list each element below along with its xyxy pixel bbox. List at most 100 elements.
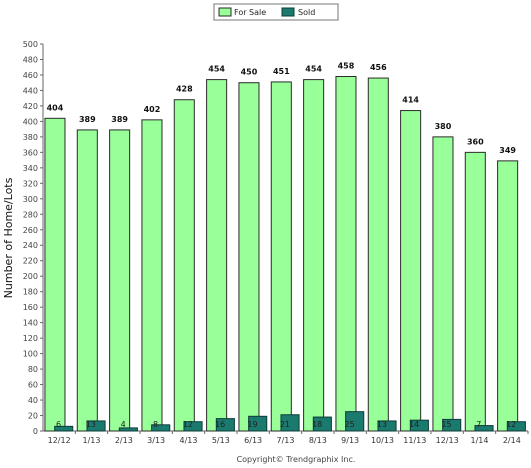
y-tick-label: 240 [23, 241, 38, 250]
sold-value-label: 16 [215, 420, 225, 429]
y-tick-label: 180 [23, 288, 38, 297]
for-sale-value-label: 450 [241, 68, 258, 77]
y-tick-label: 260 [23, 226, 38, 235]
sold-value-label: 12 [183, 420, 193, 429]
y-tick-label: 0 [33, 427, 38, 436]
sold-value-label: 15 [441, 420, 451, 429]
y-tick-label: 160 [23, 303, 38, 312]
sold-value-label: 13 [86, 420, 96, 429]
for-sale-bar [335, 76, 357, 432]
copyright-footer: Copyright© Trendgraphix Inc. [237, 455, 356, 464]
for-sale-value-label: 451 [273, 67, 290, 76]
y-tick-label: 40 [28, 396, 38, 405]
x-tick-label: 9/13 [341, 436, 359, 445]
x-tick-label: 2/13 [115, 436, 133, 445]
sold-value-label: 12 [506, 420, 516, 429]
sold-value-label: 18 [312, 420, 322, 429]
sold-bar [506, 421, 526, 432]
for-sale-bar [270, 81, 292, 432]
x-tick-label: 12/13 [436, 436, 459, 445]
y-tick-label: 320 [23, 179, 38, 188]
y-tick-label: 480 [23, 55, 38, 64]
sold-bar [345, 411, 365, 432]
sold-value-label: 21 [280, 420, 290, 429]
for-sale-value-label: 414 [402, 96, 419, 105]
for-sale-bar [206, 79, 228, 432]
for-sale-value-label: 402 [144, 105, 161, 114]
x-tick-label: 1/14 [471, 436, 489, 445]
x-tick-label: 1/13 [83, 436, 101, 445]
for-sale-value-label: 454 [305, 65, 322, 74]
sold-value-label: 13 [377, 420, 387, 429]
legend-box [213, 3, 339, 21]
sold-bar [280, 414, 300, 432]
sold-value-label: 4 [121, 420, 126, 429]
x-tick-label: 10/13 [371, 436, 394, 445]
sold-value-label: 7 [476, 420, 481, 429]
for-sale-bar [76, 129, 98, 432]
legend-label-sold: Sold [298, 8, 315, 17]
sold-value-label: 14 [409, 420, 419, 429]
y-axis: 0 20 40 60 80 100 120 140 160 180 200 220 240 260 280 3… [23, 40, 528, 436]
y-tick-label: 460 [23, 71, 38, 80]
x-tick-label: 5/13 [212, 436, 230, 445]
y-tick-label: 140 [23, 319, 38, 328]
sold-bar [312, 416, 332, 432]
sold-value-label: 6 [56, 420, 61, 429]
for-sale-value-label: 389 [111, 115, 128, 124]
for-sale-bar [400, 110, 422, 432]
for-sale-value-label: 454 [208, 65, 225, 74]
sold-bar [377, 420, 397, 432]
x-tick-label: 4/13 [180, 436, 198, 445]
sold-bar [474, 425, 494, 432]
sold-bar [54, 425, 74, 432]
for-sale-bar [367, 77, 389, 432]
for-sale-value-label: 389 [79, 115, 96, 124]
y-tick-label: 420 [23, 102, 38, 111]
x-tick-label: 2/14 [503, 436, 521, 445]
x-tick-label: 11/13 [403, 436, 426, 445]
for-sale-bar [173, 99, 195, 432]
y-tick-label: 80 [28, 365, 38, 374]
y-tick-label: 300 [23, 195, 38, 204]
sold-value-label: 8 [153, 420, 158, 429]
y-tick-label: 220 [23, 257, 38, 266]
y-tick-label: 60 [28, 381, 38, 390]
sold-bar [86, 420, 106, 432]
legend-label-for-sale: For Sale [234, 8, 266, 17]
for-sale-value-label: 428 [176, 85, 193, 94]
x-tick-label: 8/13 [309, 436, 327, 445]
for-sale-bar [464, 151, 486, 432]
legend: For Sale Sold [213, 3, 339, 21]
legend-swatch-for-sale [218, 7, 232, 17]
y-axis-label: Number of Home/Lots [2, 177, 15, 298]
for-sale-value-label: 380 [435, 122, 452, 131]
sold-bar [151, 424, 171, 432]
for-sale-value-label: 404 [47, 103, 64, 112]
y-tick-label: 200 [23, 272, 38, 281]
x-tick-label: 12/12 [48, 436, 71, 445]
x-tick-label: 3/13 [147, 436, 165, 445]
for-sale-bar [497, 160, 519, 432]
for-sale-bar [141, 119, 163, 432]
sold-value-label: 25 [344, 420, 354, 429]
y-tick-label: 340 [23, 164, 38, 173]
legend-swatch-sold [281, 7, 295, 17]
y-tick-label: 380 [23, 133, 38, 142]
x-tick-label: 6/13 [244, 436, 262, 445]
y-tick-label: 440 [23, 86, 38, 95]
sold-value-label: 19 [247, 420, 257, 429]
for-sale-bar [238, 82, 260, 432]
y-tick-label: 360 [23, 148, 38, 157]
x-axis: 12/12 1/13 2/13 3/13 4/13 5/13 6/13 7/13 8/13 9/1… [48, 431, 529, 445]
y-tick-label: 20 [28, 412, 38, 421]
for-sale-bar [109, 129, 131, 432]
sold-bar [215, 418, 235, 432]
sold-bar [248, 415, 268, 432]
sold-bar [118, 427, 138, 432]
sold-bar [409, 419, 429, 432]
for-sale-value-label: 360 [467, 137, 484, 146]
for-sale-bar [303, 79, 325, 432]
y-tick-label: 100 [23, 350, 38, 359]
